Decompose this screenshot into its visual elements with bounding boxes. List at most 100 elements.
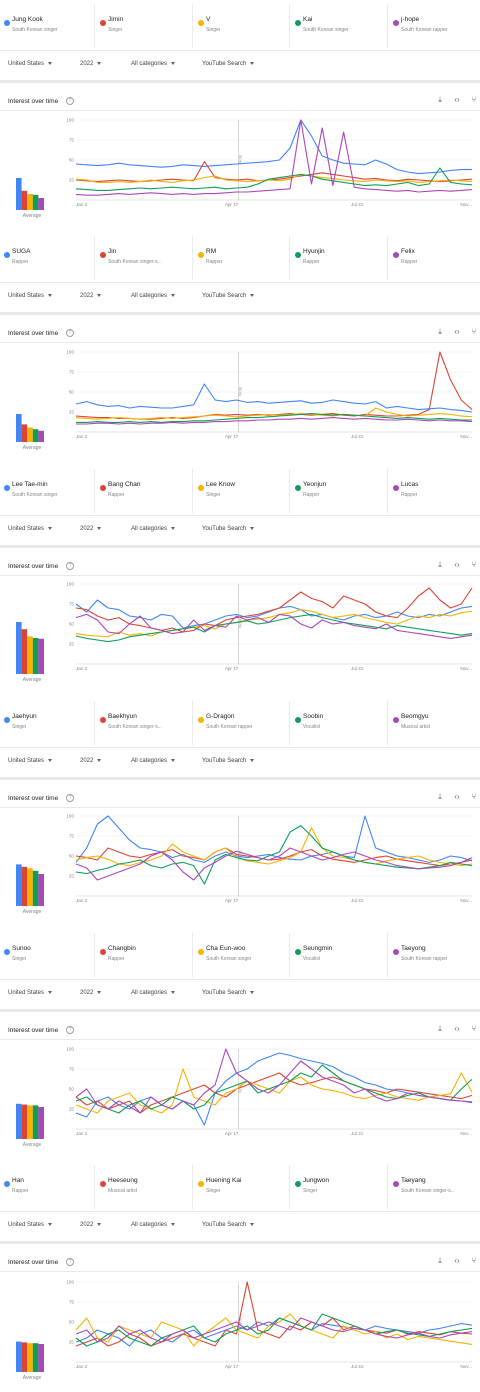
average-bar bbox=[27, 1343, 33, 1372]
download-icon[interactable]: ⤓ bbox=[438, 1024, 442, 1033]
source-dropdown[interactable]: YouTube Search bbox=[202, 526, 255, 532]
embed-icon[interactable]: ‹› bbox=[454, 1024, 460, 1033]
search-term-3[interactable]: Lee Know Singer bbox=[194, 465, 290, 509]
chevron-down-icon bbox=[250, 758, 255, 762]
interest-over-time-chart: Average 25 50 75 100 Note Jan 2 Apr 17 Jul 31 Nov… bbox=[16, 350, 473, 451]
average-bar bbox=[32, 870, 39, 906]
search-term-1[interactable]: SUGA Rapper bbox=[0, 232, 96, 276]
series-line bbox=[75, 167, 473, 191]
share-icon[interactable]: ⑂ bbox=[471, 95, 477, 104]
embed-icon[interactable]: ‹› bbox=[454, 1256, 460, 1265]
region-dropdown[interactable]: United States bbox=[8, 61, 53, 67]
category-dropdown[interactable]: All categories bbox=[131, 758, 176, 764]
note-label: Note bbox=[237, 1316, 242, 1326]
download-icon[interactable]: ⤓ bbox=[438, 95, 442, 104]
region-dropdown[interactable]: United States bbox=[8, 526, 53, 532]
region-dropdown[interactable]: United States bbox=[8, 1222, 53, 1228]
download-icon[interactable]: ⤓ bbox=[438, 327, 442, 336]
help-icon[interactable]: ? bbox=[66, 97, 74, 105]
region-dropdown[interactable]: United States bbox=[8, 758, 53, 764]
year-dropdown[interactable]: 2022 bbox=[80, 526, 102, 532]
section-title: Interest over time bbox=[8, 795, 59, 802]
category-dropdown[interactable]: All categories bbox=[131, 293, 176, 299]
year-dropdown[interactable]: 2022 bbox=[80, 758, 102, 764]
search-term-3[interactable]: Cha Eun-woo South Korean singer bbox=[194, 929, 290, 973]
search-term-2[interactable]: Jimin Singer bbox=[96, 0, 192, 44]
term-divider bbox=[289, 236, 290, 280]
year-dropdown[interactable]: 2022 bbox=[80, 293, 102, 299]
series-line bbox=[75, 119, 472, 175]
region-dropdown[interactable]: United States bbox=[8, 990, 53, 996]
search-term-4[interactable]: Yeonjun Rapper bbox=[291, 465, 387, 509]
year-dropdown[interactable]: 2022 bbox=[80, 61, 102, 67]
search-term-4[interactable]: Jungwon Singer bbox=[291, 1161, 387, 1205]
series-color-dot bbox=[295, 717, 301, 723]
search-term-5[interactable]: Taeyong South Korean rapper bbox=[389, 929, 480, 973]
series-line bbox=[75, 613, 473, 639]
search-term-1[interactable]: Han Rapper bbox=[0, 1161, 96, 1205]
term-description: Rapper bbox=[12, 1188, 29, 1194]
source-dropdown[interactable]: YouTube Search bbox=[202, 990, 255, 996]
search-term-1[interactable]: Lee Tae-min South Korean singer bbox=[0, 465, 96, 509]
year-dropdown[interactable]: 2022 bbox=[80, 990, 102, 996]
search-term-1[interactable]: Jung Kook South Korean singer bbox=[0, 0, 96, 44]
source-dropdown[interactable]: YouTube Search bbox=[202, 1222, 255, 1228]
share-icon[interactable]: ⑂ bbox=[471, 327, 477, 336]
search-term-1[interactable]: Jaehyun Singer bbox=[0, 697, 96, 741]
chevron-down-icon bbox=[250, 61, 255, 65]
series-line bbox=[75, 1313, 473, 1347]
search-term-4[interactable]: Hyunjin Rapper bbox=[291, 232, 387, 276]
search-term-4[interactable]: Soobin Vocalist bbox=[291, 697, 387, 741]
embed-icon[interactable]: ‹› bbox=[454, 327, 460, 336]
search-term-5[interactable]: Felix Rapper bbox=[389, 232, 480, 276]
category-dropdown[interactable]: All categories bbox=[131, 1222, 176, 1228]
x-tick-label: Apr 17 bbox=[225, 1364, 239, 1369]
help-icon[interactable]: ? bbox=[66, 1258, 74, 1266]
y-tick-label: 75 bbox=[69, 834, 75, 839]
term-divider bbox=[387, 933, 388, 977]
category-dropdown[interactable]: All categories bbox=[131, 61, 176, 67]
share-icon[interactable]: ⑂ bbox=[471, 1256, 477, 1265]
category-value: All categories bbox=[131, 526, 168, 532]
help-icon[interactable]: ? bbox=[66, 1026, 74, 1034]
share-icon[interactable]: ⑂ bbox=[471, 792, 477, 801]
share-icon[interactable]: ⑂ bbox=[471, 1024, 477, 1033]
year-dropdown[interactable]: 2022 bbox=[80, 1222, 102, 1228]
share-icon[interactable]: ⑂ bbox=[471, 560, 477, 569]
search-term-3[interactable]: Huening Kai Singer bbox=[194, 1161, 290, 1205]
search-term-5[interactable]: j-hope South Korean rapper bbox=[389, 0, 480, 44]
embed-icon[interactable]: ‹› bbox=[454, 95, 460, 104]
search-term-4[interactable]: Kai South Korean singer bbox=[291, 0, 387, 44]
series-line bbox=[75, 613, 473, 643]
region-dropdown[interactable]: United States bbox=[8, 293, 53, 299]
search-term-2[interactable]: Bang Chan Rapper bbox=[96, 465, 192, 509]
search-term-2[interactable]: Jin South Korean singer-s... bbox=[96, 232, 192, 276]
search-term-3[interactable]: G-Dragon South Korean rapper bbox=[194, 697, 290, 741]
region-value: United States bbox=[8, 526, 45, 532]
source-dropdown[interactable]: YouTube Search bbox=[202, 758, 255, 764]
series-color-dot bbox=[295, 252, 301, 258]
search-term-2[interactable]: Changbin Rapper bbox=[96, 929, 192, 973]
search-term-3[interactable]: RM Rapper bbox=[194, 232, 290, 276]
series-color-dot bbox=[295, 1181, 301, 1187]
help-icon[interactable]: ? bbox=[66, 329, 74, 337]
download-icon[interactable]: ⤓ bbox=[438, 1256, 442, 1265]
search-term-2[interactable]: Baekhyun South Korean singer-s... bbox=[96, 697, 192, 741]
search-term-1[interactable]: Sunoo Singer bbox=[0, 929, 96, 973]
search-term-4[interactable]: Seungmin Vocalist bbox=[291, 929, 387, 973]
search-term-5[interactable]: Beomgyu Musical artist bbox=[389, 697, 480, 741]
category-dropdown[interactable]: All categories bbox=[131, 526, 176, 532]
search-term-5[interactable]: Taeyang South Korean singer-s... bbox=[389, 1161, 480, 1205]
source-dropdown[interactable]: YouTube Search bbox=[202, 61, 255, 67]
source-dropdown[interactable]: YouTube Search bbox=[202, 293, 255, 299]
embed-icon[interactable]: ‹› bbox=[454, 792, 460, 801]
help-icon[interactable]: ? bbox=[66, 562, 74, 570]
category-dropdown[interactable]: All categories bbox=[131, 990, 176, 996]
download-icon[interactable]: ⤓ bbox=[438, 792, 442, 801]
download-icon[interactable]: ⤓ bbox=[438, 560, 442, 569]
help-icon[interactable]: ? bbox=[66, 794, 74, 802]
search-term-2[interactable]: Heeseung Musical artist bbox=[96, 1161, 192, 1205]
search-term-3[interactable]: V Singer bbox=[194, 0, 290, 44]
embed-icon[interactable]: ‹› bbox=[454, 560, 460, 569]
search-term-5[interactable]: Lucas Rapper bbox=[389, 465, 480, 509]
